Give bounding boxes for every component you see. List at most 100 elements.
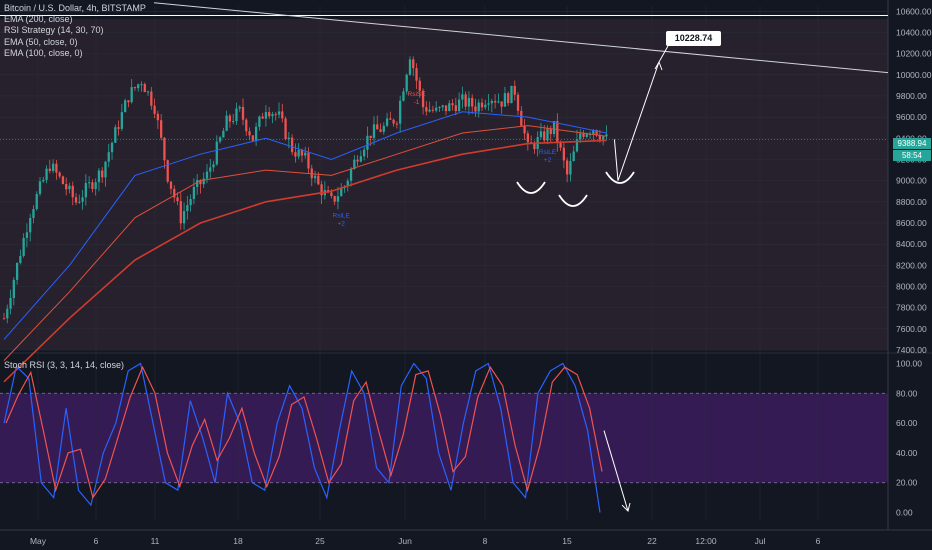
candle-body [582,133,585,137]
candle-body [395,123,399,125]
stoch-k-line [3,362,601,513]
price-tick-label: 9800.00 [896,91,927,101]
candle-body [6,308,9,319]
candle-body [55,163,58,173]
candle-body [487,103,490,105]
candle-body [186,205,189,212]
candle-body [546,128,549,141]
candle-body [248,131,251,136]
stoch-tick-label: 60.00 [896,418,918,428]
price-tick-label: 8000.00 [896,281,927,291]
price-tick-label: 10400.00 [896,27,932,37]
candle-body [127,100,130,103]
stoch-tick-label: 40.00 [896,448,918,458]
candle-body [202,178,205,185]
candle-body [61,176,65,185]
candle-body [497,101,500,103]
candle-body [448,103,451,112]
candle-body [313,175,317,179]
candle-body [294,152,297,157]
signal-sub-label: +2 [338,221,346,228]
candle-body [549,128,552,135]
candle-body [317,175,320,185]
candle-body [274,114,277,116]
candle-body [399,100,402,124]
time-tick-label: Jul [755,536,766,546]
ema-50-line [3,111,607,340]
candle-body [254,126,258,141]
candle-body [392,119,395,124]
candle-body [477,102,480,112]
candle-body [304,152,307,156]
candle-body [307,152,310,169]
candle-body [218,137,222,142]
price-tick-label: 9000.00 [896,176,927,186]
price-tick-label: 7800.00 [896,303,927,313]
price-pane-bg [0,19,888,350]
candle-body [562,147,566,161]
countdown-tag: 58:54 [893,150,931,161]
candle-body [228,115,232,122]
candle-body [297,149,300,157]
signal-label: RsiLE [333,213,351,220]
candle-body [595,130,598,136]
signal-label: RsiLE [539,149,557,156]
candle-body [438,107,441,109]
candle-body [510,85,513,104]
candle-body [490,101,493,104]
pattern-arc [516,181,546,194]
candle-body [300,149,304,156]
candle-body [539,131,543,138]
ema-100-line [3,125,607,361]
candle-body [130,87,133,103]
candle-body [94,182,97,190]
stoch-tick-label: 20.00 [896,478,918,488]
time-tick-label: May [30,536,47,546]
candle-body [222,130,225,138]
stoch-tick-label: 80.00 [896,388,918,398]
candle-body [258,116,261,127]
candle-body [484,104,487,108]
candle-body [346,180,349,187]
candle-body [441,105,444,108]
candle-body [123,100,127,113]
descending-trendline [153,2,889,74]
stoch-projection-arrowhead [621,502,631,513]
target-price-callout[interactable]: 10228.74 [666,31,721,46]
candle-body [513,85,516,95]
candle-body [330,192,333,197]
candle-body [405,74,408,92]
candle-body [232,121,235,123]
chart-title: Bitcoin / U.S. Dollar, 4h, BITSTAMP [4,3,146,13]
candle-body [290,137,294,153]
time-tick-label: 6 [94,536,99,546]
candle-body [366,135,369,150]
candle-body [238,106,241,109]
candle-body [87,182,91,184]
candle-body [461,94,464,100]
candle-body [520,110,523,126]
candle-body [245,119,248,132]
candle-body [559,142,562,148]
candle-body [110,142,114,153]
stoch-projection-line [603,430,629,512]
price-tick-label: 8400.00 [896,239,927,249]
candle-body [22,237,25,257]
candle-body [507,93,510,104]
candle-body [225,115,228,131]
candle-body [196,180,199,187]
candle-body [516,94,520,111]
candle-body [543,131,546,141]
candle-body [385,118,389,126]
candle-body [91,182,94,190]
candle-body [163,137,166,161]
candle-body [444,105,448,112]
candle-body [480,102,484,108]
candle-body [425,107,428,112]
price-tick-label: 9600.00 [896,112,927,122]
ema-200-line [3,139,607,383]
candle-body [235,108,238,122]
candle-body [467,97,471,107]
candle-body [261,116,264,119]
